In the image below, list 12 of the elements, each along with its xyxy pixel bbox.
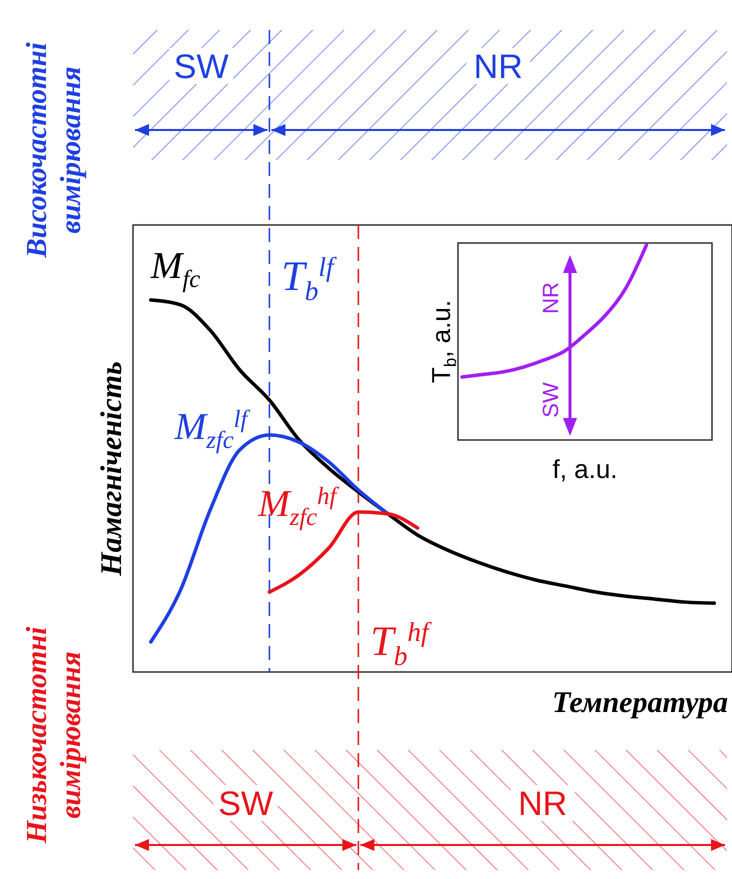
text: Низькочастотні вимірювання (21, 626, 87, 844)
annotation: NR (538, 282, 563, 314)
text: NR (518, 785, 568, 823)
annotation: SW (538, 382, 563, 418)
x-axis-title: Температура (552, 686, 728, 719)
y-axis-title: Намагніченість (95, 361, 128, 577)
text: Високочастотні вимірювання (21, 42, 87, 259)
text: NR (474, 48, 523, 86)
text: SW (174, 48, 229, 86)
series-label: M$_{fc}$ (150, 245, 200, 293)
text: SW (218, 785, 274, 823)
x-axis-title: f, a.u. (552, 454, 618, 484)
